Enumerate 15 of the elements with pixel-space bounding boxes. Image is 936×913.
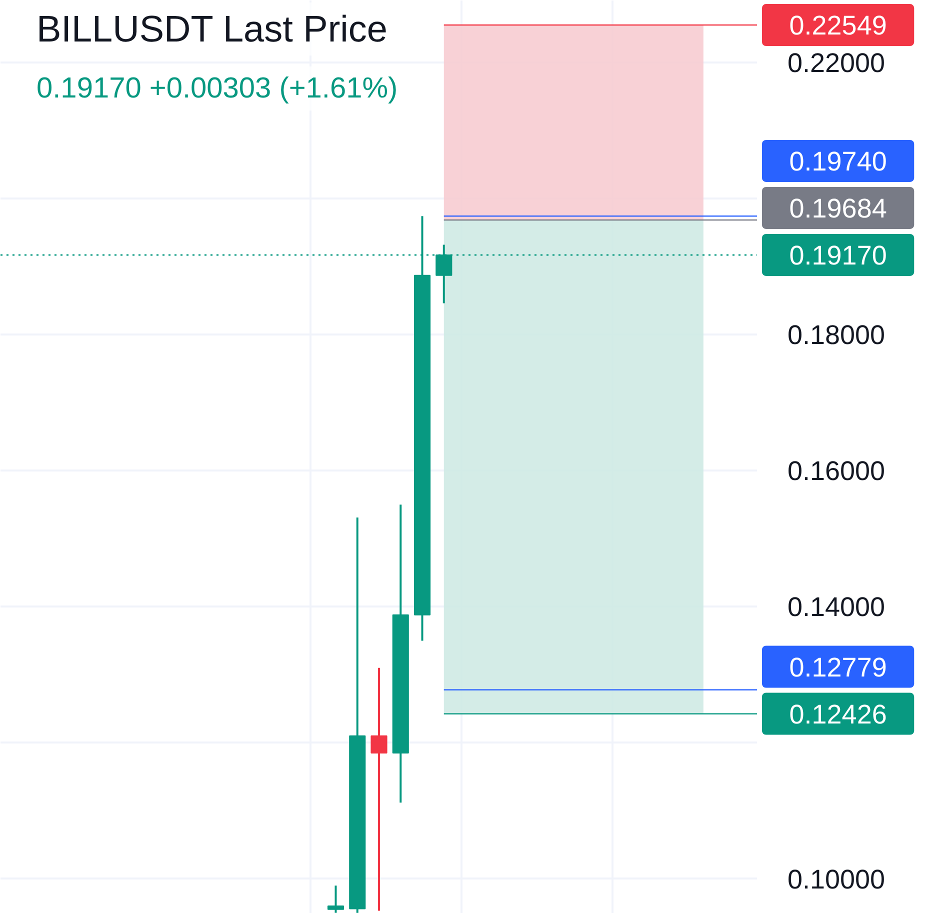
chart-title: BILLUSDT Last Price <box>36 8 388 50</box>
y-tick-label: 0.22000 <box>787 48 886 78</box>
y-tick-label: 0.16000 <box>787 456 886 486</box>
candlestick <box>327 884 344 913</box>
text: 0.19170 +0.00303 (+1.61%) <box>36 72 398 104</box>
ref-line-label: 0.12426 <box>789 699 887 730</box>
ref-line-label: 0.19740 <box>789 146 887 176</box>
ref-line-label: 0.12779 <box>789 652 887 682</box>
ref-line-label: 0.19170 <box>789 240 887 270</box>
y-tick-label: 0.18000 <box>787 320 886 350</box>
ref-line-label: 0.19684 <box>789 193 887 224</box>
ref-line-label: 0.22549 <box>789 10 887 41</box>
candlestick <box>370 666 388 912</box>
y-tick-label: 0.14000 <box>787 592 886 622</box>
y-tick-label: 0.10000 <box>787 864 886 894</box>
